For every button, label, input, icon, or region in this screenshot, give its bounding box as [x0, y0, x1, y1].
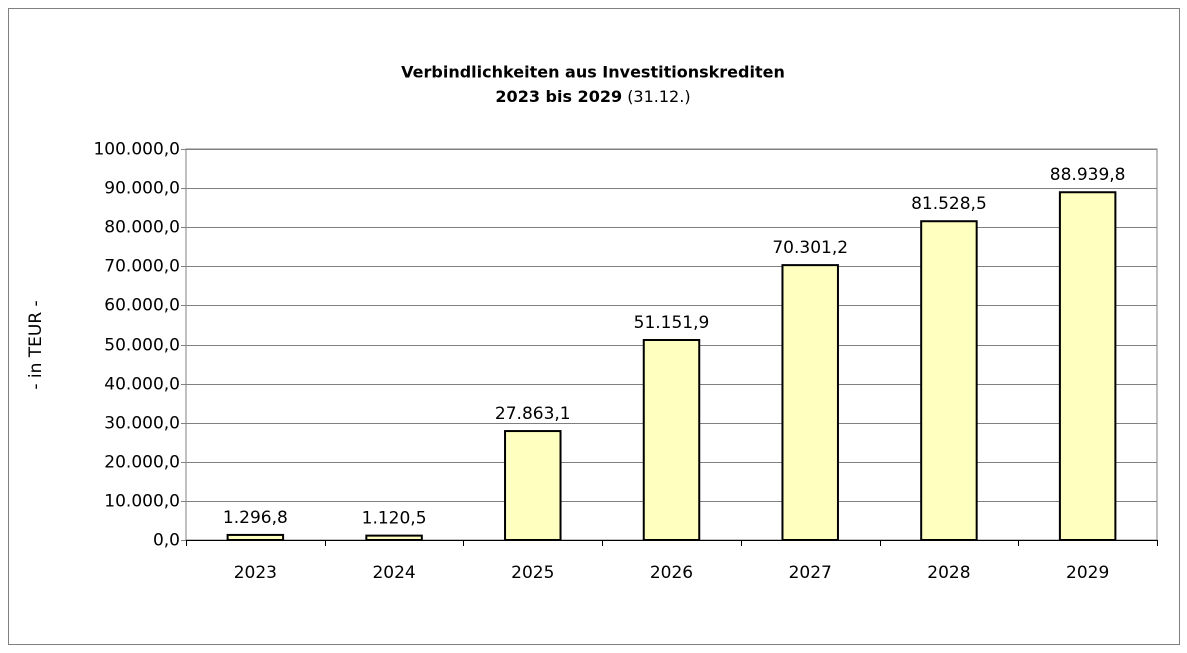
bar — [365, 534, 423, 541]
value-label: 88.939,8 — [1050, 165, 1126, 185]
x-tick-label: 2025 — [511, 563, 554, 583]
x-tick-label: 2029 — [1066, 563, 1109, 583]
bar — [1058, 191, 1117, 541]
value-label: 1.120,5 — [362, 509, 427, 529]
x-tick-label: 2027 — [789, 563, 832, 583]
bar — [504, 430, 562, 541]
chart-subtitle: 2023 bis 2029 (31.12.) — [495, 87, 690, 106]
x-tick-label: 2023 — [234, 563, 277, 583]
y-tick-label: 80.000,0 — [104, 218, 180, 238]
y-tick-label: 100.000,0 — [93, 140, 180, 160]
value-label: 51.151,9 — [634, 313, 710, 333]
value-label: 27.863,1 — [495, 404, 571, 424]
y-tick-label: 0,0 — [153, 531, 180, 551]
subtitle-note: (31.12.) — [627, 87, 690, 106]
x-tick-label: 2024 — [372, 563, 415, 583]
value-label: 1.296,8 — [223, 508, 288, 528]
y-tick-label: 50.000,0 — [104, 336, 180, 356]
value-label: 81.528,5 — [911, 194, 987, 214]
y-axis-label: - in TEUR - — [26, 300, 46, 389]
x-tick-label: 2026 — [650, 563, 693, 583]
y-tick-label: 70.000,0 — [104, 257, 180, 277]
y-tick-label: 30.000,0 — [104, 414, 180, 434]
x-tick-label: 2028 — [927, 563, 970, 583]
y-tick-label: 40.000,0 — [104, 375, 180, 395]
y-tick-label: 10.000,0 — [104, 492, 180, 512]
bar — [920, 220, 978, 541]
chart-title: Verbindlichkeiten aus Investitionskredit… — [401, 63, 785, 82]
value-label: 70.301,2 — [772, 238, 848, 258]
bar — [226, 533, 285, 541]
bar — [642, 338, 701, 541]
bar — [781, 264, 839, 541]
subtitle-main: 2023 bis 2029 — [495, 87, 622, 106]
y-tick-label: 20.000,0 — [104, 453, 180, 473]
y-tick-label: 60.000,0 — [104, 296, 180, 316]
y-tick-label: 90.000,0 — [104, 179, 180, 199]
